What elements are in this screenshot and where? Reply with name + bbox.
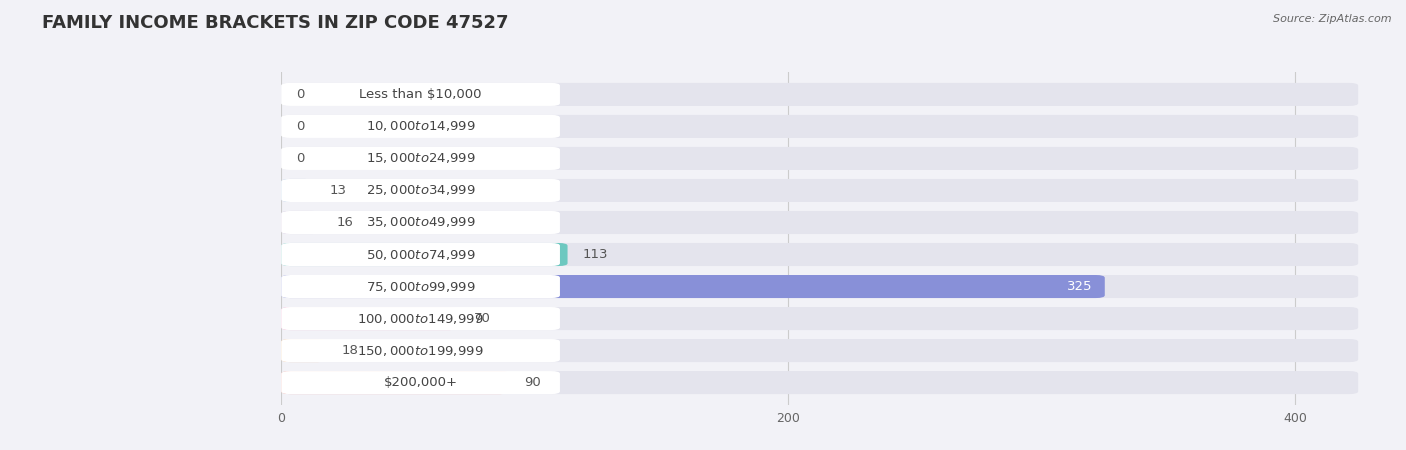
FancyBboxPatch shape bbox=[281, 371, 560, 394]
Text: 18: 18 bbox=[342, 344, 359, 357]
FancyBboxPatch shape bbox=[281, 307, 560, 330]
Text: 0: 0 bbox=[297, 88, 305, 101]
FancyBboxPatch shape bbox=[281, 307, 1358, 330]
FancyBboxPatch shape bbox=[281, 211, 1358, 234]
Text: 16: 16 bbox=[337, 216, 354, 229]
Text: $25,000 to $34,999: $25,000 to $34,999 bbox=[366, 184, 475, 198]
FancyBboxPatch shape bbox=[281, 83, 1358, 106]
FancyBboxPatch shape bbox=[281, 275, 1358, 298]
Text: 70: 70 bbox=[474, 312, 491, 325]
Text: $50,000 to $74,999: $50,000 to $74,999 bbox=[366, 248, 475, 261]
Text: 90: 90 bbox=[524, 376, 541, 389]
Text: $35,000 to $49,999: $35,000 to $49,999 bbox=[366, 216, 475, 230]
Text: $10,000 to $14,999: $10,000 to $14,999 bbox=[366, 119, 475, 134]
Text: $200,000+: $200,000+ bbox=[384, 376, 457, 389]
Text: $75,000 to $99,999: $75,000 to $99,999 bbox=[366, 279, 475, 293]
FancyBboxPatch shape bbox=[281, 339, 560, 362]
FancyBboxPatch shape bbox=[281, 307, 458, 330]
FancyBboxPatch shape bbox=[281, 211, 322, 234]
FancyBboxPatch shape bbox=[281, 211, 560, 234]
FancyBboxPatch shape bbox=[281, 179, 314, 202]
FancyBboxPatch shape bbox=[281, 243, 560, 266]
FancyBboxPatch shape bbox=[281, 179, 560, 202]
FancyBboxPatch shape bbox=[281, 147, 560, 170]
Text: 0: 0 bbox=[297, 152, 305, 165]
FancyBboxPatch shape bbox=[281, 371, 1358, 394]
FancyBboxPatch shape bbox=[281, 115, 1358, 138]
FancyBboxPatch shape bbox=[281, 243, 568, 266]
Text: $150,000 to $199,999: $150,000 to $199,999 bbox=[357, 343, 484, 358]
FancyBboxPatch shape bbox=[281, 115, 560, 138]
FancyBboxPatch shape bbox=[281, 339, 1358, 362]
FancyBboxPatch shape bbox=[281, 339, 326, 362]
FancyBboxPatch shape bbox=[281, 275, 1105, 298]
Text: $15,000 to $24,999: $15,000 to $24,999 bbox=[366, 152, 475, 166]
Text: 0: 0 bbox=[297, 120, 305, 133]
Text: 113: 113 bbox=[582, 248, 609, 261]
FancyBboxPatch shape bbox=[281, 179, 1358, 202]
FancyBboxPatch shape bbox=[281, 243, 1358, 266]
Text: 13: 13 bbox=[329, 184, 346, 197]
Text: FAMILY INCOME BRACKETS IN ZIP CODE 47527: FAMILY INCOME BRACKETS IN ZIP CODE 47527 bbox=[42, 14, 509, 32]
Text: Source: ZipAtlas.com: Source: ZipAtlas.com bbox=[1274, 14, 1392, 23]
FancyBboxPatch shape bbox=[281, 275, 560, 298]
Text: Less than $10,000: Less than $10,000 bbox=[360, 88, 482, 101]
FancyBboxPatch shape bbox=[281, 147, 1358, 170]
FancyBboxPatch shape bbox=[281, 83, 560, 106]
Text: 325: 325 bbox=[1067, 280, 1092, 293]
FancyBboxPatch shape bbox=[281, 371, 509, 394]
Text: $100,000 to $149,999: $100,000 to $149,999 bbox=[357, 311, 484, 325]
